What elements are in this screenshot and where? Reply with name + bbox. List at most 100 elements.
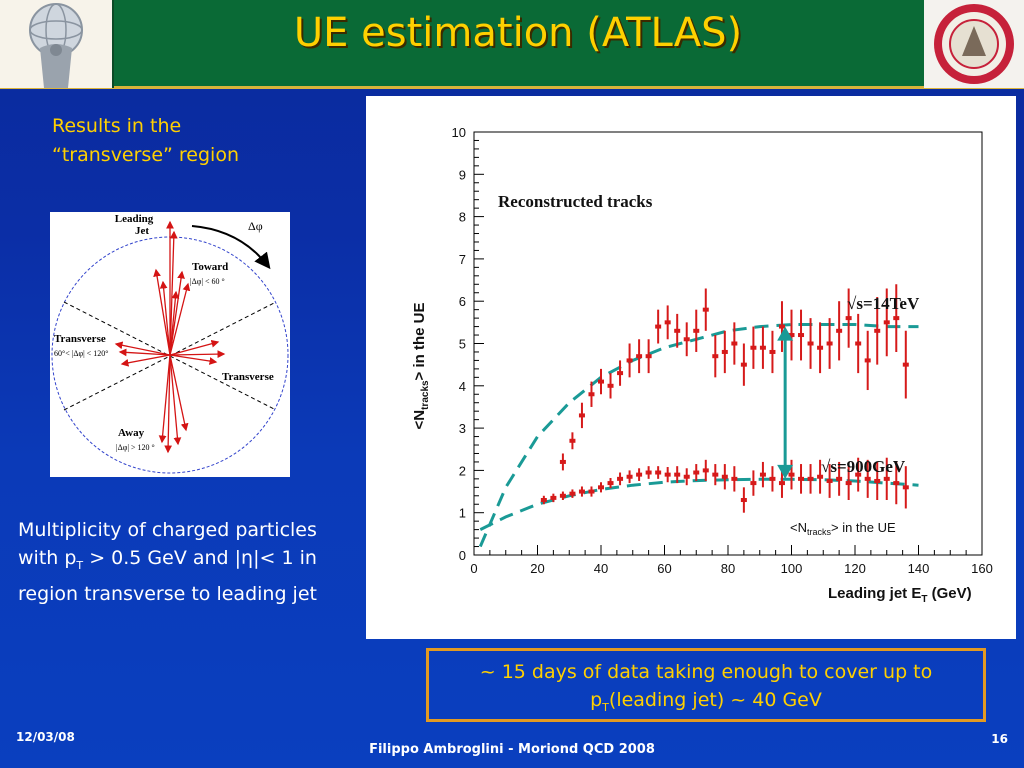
results-note-line2: “transverse” region xyxy=(52,144,239,166)
data-point xyxy=(836,476,843,481)
data-point xyxy=(759,345,766,350)
divider-line xyxy=(63,301,277,411)
data-point xyxy=(655,470,662,475)
data-point xyxy=(798,476,805,481)
data-point xyxy=(778,324,785,329)
multiplicity-text: Multiplicity of charged particles with p… xyxy=(18,516,378,608)
data-point xyxy=(845,316,852,321)
data-point xyxy=(769,476,776,481)
transverse-left-cut-label: 60°< |Δφ| < 120° xyxy=(54,349,108,358)
x-tick-label: 120 xyxy=(844,561,866,576)
data-point xyxy=(569,438,576,443)
data-point xyxy=(598,485,604,490)
x-tick-label: 20 xyxy=(530,561,544,576)
y-axis-label: <Ntracks> in the UE xyxy=(411,303,431,430)
y-tick-label: 1 xyxy=(459,506,466,521)
y-tick-label: 9 xyxy=(459,167,466,182)
x-tick-label: 80 xyxy=(721,561,735,576)
chart-title: Reconstructed tracks xyxy=(498,192,653,211)
data-point xyxy=(655,324,662,329)
away-cut-label: |Δφ| > 120 ° xyxy=(116,443,155,452)
divider-line xyxy=(63,301,277,411)
data-point xyxy=(693,328,700,333)
x-tick-label: 40 xyxy=(594,561,608,576)
label-900gev: √s=900GeV xyxy=(821,457,906,476)
data-point xyxy=(664,320,671,325)
data-point xyxy=(683,474,690,479)
data-point xyxy=(664,472,671,477)
y-tick-label: 0 xyxy=(459,548,466,563)
data-point xyxy=(569,491,576,496)
x-axis-label: Leading jet ET (GeV) xyxy=(828,585,972,605)
y-tick-label: 8 xyxy=(459,210,466,225)
x-tick-label: 100 xyxy=(781,561,803,576)
data-point xyxy=(798,333,805,338)
data-point xyxy=(864,476,871,481)
fit-14tev xyxy=(478,323,919,548)
data-point xyxy=(826,478,833,483)
toward-label: Toward xyxy=(192,261,228,273)
multiplicity-line1: Multiplicity of charged particles xyxy=(18,519,317,541)
data-point xyxy=(731,476,738,481)
data-point xyxy=(855,341,862,346)
data-point xyxy=(874,328,881,333)
data-point xyxy=(902,362,909,367)
axis-ticks: 0 20 40 60 80 100 120 140 160 0 1 2 3 4 5 6 7 8 9 10 xyxy=(452,125,993,576)
data-points xyxy=(540,284,909,513)
data-point xyxy=(559,493,566,498)
data-point xyxy=(626,474,633,479)
data-point xyxy=(750,345,757,350)
data-point xyxy=(702,468,709,473)
callout-line1: ~ 15 days of data taking enough to cover… xyxy=(479,661,933,683)
data-point xyxy=(788,333,795,338)
y-tick-label: 3 xyxy=(459,421,466,436)
data-point xyxy=(893,316,900,321)
data-point xyxy=(559,459,566,464)
data-point xyxy=(645,470,652,475)
fit-curves xyxy=(478,323,919,548)
data-point xyxy=(864,358,871,363)
footer-date: 12/03/08 xyxy=(16,730,75,744)
multiplicity-line3: region transverse to leading jet xyxy=(18,582,317,605)
callout-line2: pT(leading jet) ~ 40 GeV xyxy=(590,689,822,714)
data-point xyxy=(826,341,833,346)
data-point xyxy=(855,472,862,477)
gap-arrow-head-down xyxy=(777,464,794,479)
data-point xyxy=(883,320,890,325)
y-tick-label: 4 xyxy=(459,379,466,394)
data-point xyxy=(740,362,747,367)
data-point xyxy=(778,481,785,486)
leading-jet-label: Jet xyxy=(135,225,149,237)
data-point xyxy=(598,379,604,384)
data-point xyxy=(578,489,585,494)
region-diagram: Leading Jet Δφ Toward |Δφ| < 60 ° Transv… xyxy=(50,212,290,477)
data-point xyxy=(721,349,728,354)
header-bar xyxy=(0,0,1024,88)
ue-chart-panel: 0 20 40 60 80 100 120 140 160 0 1 2 3 4 5 6 7 8 9 10 Recons… xyxy=(366,96,1016,639)
toward-cut-label: |Δφ| < 60 ° xyxy=(190,277,225,286)
multiplicity-line2: with pT > 0.5 GeV and |η|< 1 in xyxy=(18,547,317,572)
results-note: Results in the “transverse” region xyxy=(52,112,239,170)
data-point xyxy=(712,472,719,477)
gap-arrow-head-up xyxy=(777,326,794,341)
data-point xyxy=(807,341,814,346)
data-point xyxy=(721,474,728,479)
x-tick-label: 140 xyxy=(908,561,930,576)
data-point xyxy=(845,481,852,486)
y-tick-label: 7 xyxy=(459,252,466,267)
data-point xyxy=(626,358,633,363)
label-14tev: √s=14TeV xyxy=(847,294,920,313)
atlas-logo xyxy=(0,0,114,88)
data-point xyxy=(607,383,614,388)
header-rule xyxy=(0,86,1024,89)
data-point xyxy=(674,328,681,333)
page-number: 16 xyxy=(991,732,1008,746)
ue-chart: 0 20 40 60 80 100 120 140 160 0 1 2 3 4 5 6 7 8 9 10 Recons… xyxy=(411,125,993,605)
slide-title: UE estimation (ATLAS) xyxy=(293,10,743,56)
y-tick-label: 5 xyxy=(459,337,466,352)
data-point xyxy=(731,341,738,346)
x-tick-label: 0 xyxy=(470,561,477,576)
y-tick-label: 2 xyxy=(459,463,466,478)
transverse-left-label: Transverse xyxy=(54,333,106,345)
data-point xyxy=(769,349,776,354)
